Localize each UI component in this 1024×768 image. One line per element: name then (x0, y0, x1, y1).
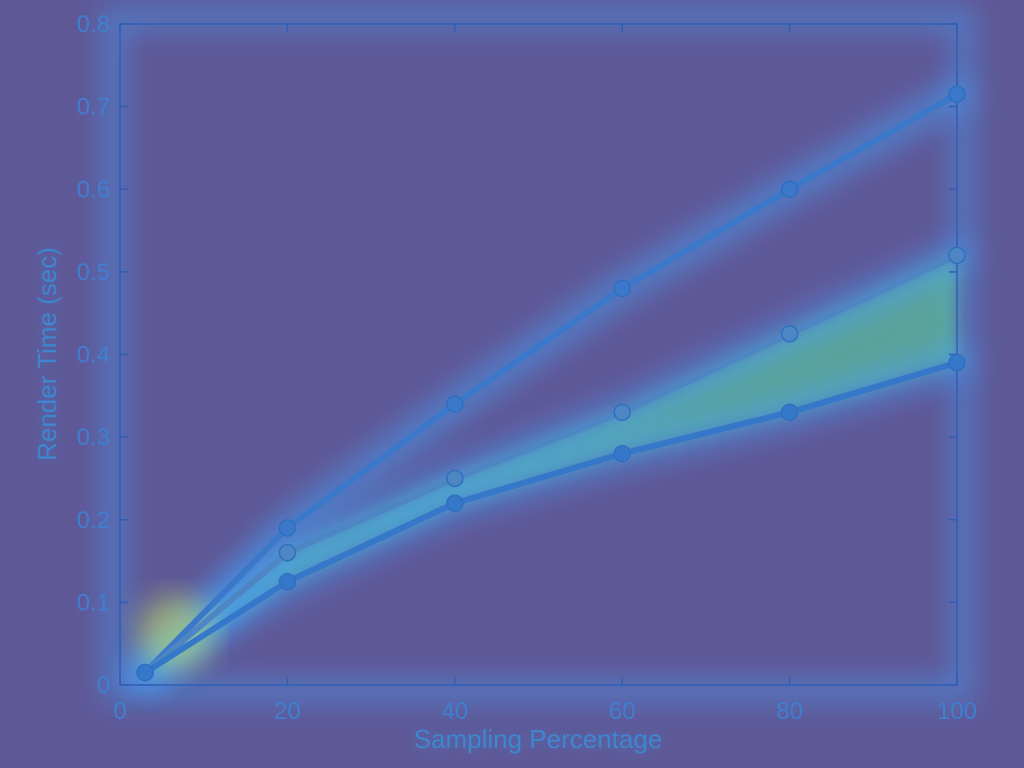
data-point (446, 494, 464, 512)
series-layer (136, 85, 966, 682)
data-point (780, 180, 799, 198)
y-tick-label: 0.3 (77, 424, 110, 451)
series-line-1 (142, 91, 960, 676)
x-tick-label: 40 (441, 698, 468, 725)
x-axis-label: Sampling Percentage (414, 724, 663, 754)
data-point (948, 246, 966, 265)
series-glow-3 (130, 347, 972, 688)
y-tick-label: 0.7 (77, 94, 110, 121)
x-tick-label: 0 (113, 698, 126, 725)
y-tick-label: 0.2 (77, 507, 110, 534)
data-point (948, 85, 966, 103)
data-point (446, 395, 464, 413)
y-tick-label: 0.4 (77, 342, 110, 369)
data-point (446, 469, 464, 488)
y-axis-label: Render Time (sec) (32, 247, 62, 461)
data-point (278, 519, 297, 537)
data-point (136, 663, 154, 682)
x-axis-label-glow: Sampling Percentage (414, 724, 663, 754)
data-point (613, 403, 631, 422)
x-tick-label: 60 (609, 698, 636, 725)
series-3 (136, 354, 966, 682)
data-point (278, 572, 297, 591)
y-axis-label-glow: Render Time (sec) (32, 247, 62, 461)
y-tick-label: 0.1 (77, 589, 110, 616)
data-point (613, 444, 631, 463)
axis-ticks (119, 23, 958, 686)
y-tick-label: 0.5 (77, 259, 110, 286)
data-point (780, 325, 799, 343)
data-point (780, 403, 799, 422)
y-tick-label: 0.6 (77, 176, 110, 203)
data-point (613, 279, 631, 298)
x-tick-label: 100 (937, 698, 977, 725)
y-axis-label-group: Render Time (sec) Render Time (sec) (32, 247, 62, 461)
x-axis-label-group: Sampling Percentage Sampling Percentage (414, 724, 663, 754)
y-tick-label: 0.8 (77, 11, 110, 38)
x-tick-label: 20 (274, 698, 301, 725)
y-tick-label: 0 (97, 672, 110, 699)
data-point (278, 544, 297, 562)
series-line-2 (142, 252, 960, 676)
origin-hotspot-glow (137, 594, 214, 671)
x-tick-label: 80 (776, 698, 803, 725)
data-point (948, 354, 966, 372)
series-line-3 (142, 359, 960, 676)
axis-tick-labels: 0 20 40 60 80 100 0 0.1 0.2 0.3 0.4 0.5 0.6 0.7 0.8 (77, 11, 977, 725)
